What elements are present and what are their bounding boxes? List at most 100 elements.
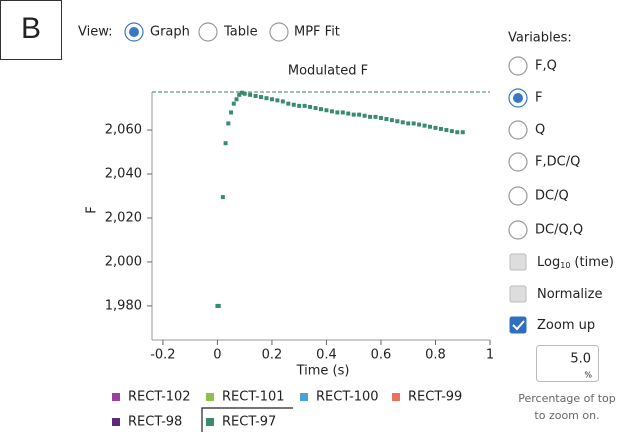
data-point [455, 130, 460, 135]
variable-option[interactable]: F [535, 91, 542, 106]
legend-label[interactable]: RECT-99 [408, 390, 462, 405]
zoom-caption: to zoom on. [534, 409, 599, 422]
data-point [302, 103, 307, 108]
x-tick-label: 0.6 [371, 348, 392, 363]
data-point [280, 99, 285, 104]
legend-label[interactable]: RECT-97 [222, 415, 276, 430]
data-point [329, 109, 334, 114]
x-tick-label: 0.8 [425, 348, 446, 363]
data-point [242, 91, 247, 96]
radio[interactable] [508, 120, 528, 140]
data-point [460, 130, 465, 135]
data-point [291, 102, 296, 107]
checkbox-label[interactable]: Zoom up [537, 318, 595, 333]
variable-option[interactable]: DC/Q,Q [535, 223, 583, 238]
data-point [340, 110, 345, 115]
legend-label[interactable]: RECT-101 [222, 390, 285, 405]
legend-label[interactable]: RECT-100 [316, 390, 379, 405]
radio[interactable] [508, 56, 528, 76]
legend-swatch[interactable] [112, 418, 120, 426]
checkmark [512, 320, 525, 331]
view-label: View: [78, 25, 113, 40]
radio[interactable] [508, 220, 528, 240]
legend-label[interactable]: RECT-98 [128, 415, 182, 430]
radio[interactable] [269, 22, 289, 42]
legend-swatch[interactable] [392, 393, 400, 401]
data-point [313, 106, 318, 111]
data-point [428, 124, 433, 129]
data-point [324, 108, 329, 113]
radio-dot [129, 27, 139, 37]
data-point [231, 101, 236, 106]
data-point [417, 122, 422, 127]
data-point [237, 92, 242, 97]
legend-selection [201, 407, 293, 432]
data-point [449, 129, 454, 134]
x-tick-label: 0.2 [262, 348, 283, 363]
checkbox-label-suffix: (time) [574, 255, 614, 270]
data-point [253, 93, 258, 98]
data-point [438, 126, 443, 131]
view-option[interactable]: Graph [150, 25, 190, 40]
checkbox-label-text: Normalize [537, 287, 602, 302]
zoom-input[interactable] [536, 345, 599, 382]
checkbox-label[interactable]: Log10 (time) [537, 255, 614, 270]
data-point [319, 107, 323, 112]
variable-option[interactable]: Q [535, 123, 545, 138]
x-tick-label: 1 [486, 348, 494, 363]
y-tick-label: 1,980 [105, 298, 142, 313]
x-tick-label: -0.2 [150, 348, 175, 363]
checkbox[interactable] [509, 285, 527, 303]
data-point [226, 121, 231, 126]
data-point [368, 114, 373, 119]
variable-option[interactable]: DC/Q [535, 189, 569, 204]
data-point [234, 97, 239, 102]
zoom-unit: % [584, 371, 592, 380]
data-point [220, 195, 225, 200]
y-axis-label: F [85, 206, 100, 213]
legend-swatch[interactable] [206, 393, 214, 401]
variable-option[interactable]: F,Q [535, 59, 557, 74]
data-point [433, 125, 438, 130]
data-point [378, 115, 383, 120]
data-point [346, 111, 351, 116]
data-point [422, 123, 427, 128]
panel-box [0, 0, 62, 60]
legend-swatch[interactable] [206, 418, 214, 426]
radio[interactable] [198, 22, 218, 42]
view-option[interactable]: Table [223, 25, 258, 40]
x-tick-label: 0 [213, 348, 221, 363]
data-point [351, 112, 356, 117]
radio[interactable] [508, 186, 528, 206]
radio-dot [513, 93, 523, 103]
legend-swatch[interactable] [112, 393, 120, 401]
y-tick-label: 2,020 [105, 210, 142, 225]
checkbox-label[interactable]: Normalize [537, 287, 602, 302]
data-point [335, 110, 340, 115]
data-point [297, 103, 302, 108]
data-point [389, 118, 394, 123]
data-point [308, 104, 313, 109]
data-point [411, 121, 416, 126]
radio[interactable] [508, 152, 528, 172]
data-point [229, 110, 234, 115]
data-point [357, 112, 362, 117]
view-option[interactable]: MPF Fit [294, 25, 340, 40]
data-point [223, 141, 228, 146]
data-point [216, 303, 221, 308]
data-point [395, 119, 400, 124]
legend-swatch[interactable] [300, 393, 308, 401]
variable-option[interactable]: F,DC/Q [535, 155, 580, 170]
data-point [269, 97, 274, 102]
checkbox[interactable] [509, 316, 527, 334]
data-point [248, 92, 253, 97]
data-point [264, 96, 269, 101]
chart-title: Modulated F [288, 64, 368, 79]
data-point [384, 117, 389, 122]
data-point [286, 101, 291, 106]
y-tick-label: 2,040 [105, 167, 142, 182]
legend-label[interactable]: RECT-102 [128, 390, 191, 405]
zoom-value[interactable]: 5.0 [570, 352, 591, 367]
checkbox[interactable] [509, 253, 527, 271]
